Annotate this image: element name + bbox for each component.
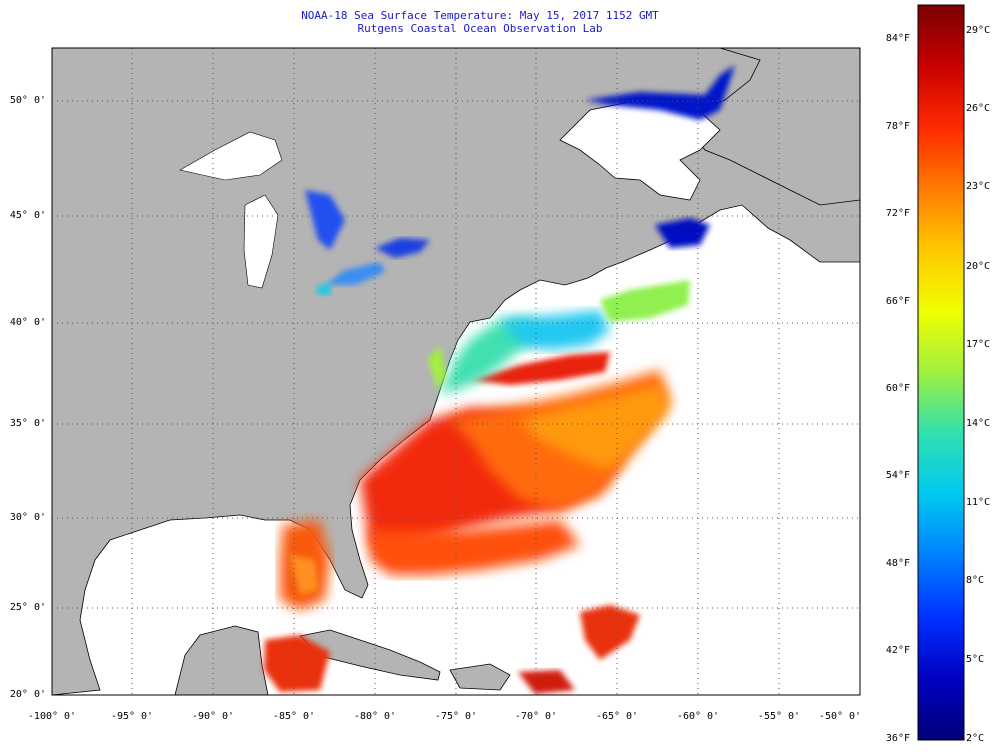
subtitle: Rutgens Coastal Ocean Observation Lab bbox=[357, 22, 603, 35]
colorbar-c-label: 14°C bbox=[966, 418, 991, 429]
title: NOAA-18 Sea Surface Temperature: May 15,… bbox=[301, 9, 659, 22]
lat-label: 25° 0' bbox=[9, 602, 46, 613]
colorbar-f-label: 66°F bbox=[885, 296, 910, 307]
colorbar-c-label: 23°C bbox=[966, 181, 991, 192]
map-frame bbox=[51, 47, 861, 696]
lon-label: -95° 0' bbox=[110, 711, 154, 722]
land-yucatan bbox=[174, 625, 269, 695]
lat-label: 30° 0' bbox=[9, 512, 46, 523]
lon-label: -90° 0' bbox=[191, 711, 235, 722]
colorbar-f-label: 48°F bbox=[885, 558, 910, 569]
colorbar-c-label: 17°C bbox=[966, 339, 991, 350]
land-cuba bbox=[299, 629, 441, 681]
colorbar-c-label: 29°C bbox=[966, 25, 991, 36]
lon-label: -80° 0' bbox=[353, 711, 397, 722]
lat-label: 20° 0' bbox=[9, 689, 46, 700]
sst-patches bbox=[264, 65, 735, 694]
lon-label: -65° 0' bbox=[595, 711, 639, 722]
colorbar-c-label: 2°C bbox=[966, 733, 985, 744]
lon-label: -60° 0' bbox=[676, 711, 720, 722]
lon-label: -50° 0' bbox=[818, 711, 862, 722]
colorbar-c-label: 20°C bbox=[966, 261, 991, 272]
colorbar-c-label: 26°C bbox=[966, 103, 991, 114]
great-lakes bbox=[179, 131, 283, 289]
lat-label: 50° 0' bbox=[9, 95, 46, 106]
colorbar-f-label: 84°F bbox=[885, 33, 910, 44]
lat-label: 35° 0' bbox=[9, 418, 46, 429]
colorbar-c-label: 5°C bbox=[966, 654, 985, 665]
land-hispaniola bbox=[449, 663, 511, 691]
colorbar-c-label: 11°C bbox=[966, 497, 991, 508]
colorbar bbox=[917, 4, 965, 741]
lat-label: 40° 0' bbox=[9, 317, 46, 328]
colorbar-f-label: 60°F bbox=[885, 383, 910, 394]
colorbar-c-label: 8°C bbox=[966, 575, 985, 586]
lon-label: -55° 0' bbox=[757, 711, 801, 722]
colorbar-f-label: 54°F bbox=[885, 470, 910, 481]
colorbar-f-label: 36°F bbox=[885, 733, 910, 744]
colorbar-f-label: 78°F bbox=[885, 121, 910, 132]
lat-label: 45° 0' bbox=[9, 210, 46, 221]
lon-label: -70° 0' bbox=[514, 711, 558, 722]
lon-label: -100° 0' bbox=[27, 711, 77, 722]
colorbar-f-label: 72°F bbox=[885, 208, 910, 219]
lon-label: -85° 0' bbox=[272, 711, 316, 722]
lon-label: -75° 0' bbox=[434, 711, 478, 722]
colorbar-f-label: 42°F bbox=[885, 645, 910, 656]
land-newfoundland bbox=[689, 48, 860, 206]
